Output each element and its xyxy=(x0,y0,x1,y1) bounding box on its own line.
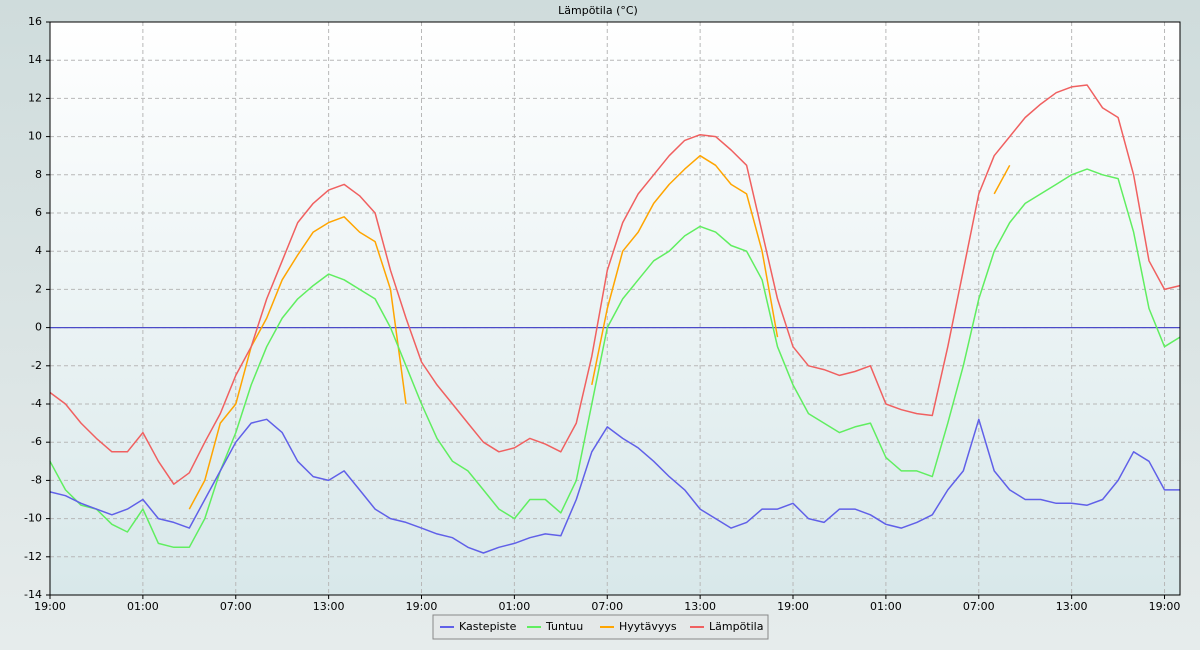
legend-label: Lämpötila xyxy=(709,620,763,633)
y-tick-label: -2 xyxy=(31,359,42,372)
plot-area xyxy=(49,21,1181,596)
y-tick-label: -14 xyxy=(24,588,42,601)
x-tick-label: 19:00 xyxy=(777,600,809,613)
y-tick-label: 8 xyxy=(35,168,42,181)
series-line xyxy=(188,154,1011,510)
x-tick-label: 07:00 xyxy=(963,600,995,613)
x-tick-label: 07:00 xyxy=(591,600,623,613)
x-tick-label: 01:00 xyxy=(870,600,902,613)
y-tick-label: -6 xyxy=(31,435,42,448)
legend-label: Kastepiste xyxy=(459,620,517,633)
series-line xyxy=(49,168,1181,549)
x-tick-label: 19:00 xyxy=(1149,600,1181,613)
x-tick-label: 19:00 xyxy=(34,600,66,613)
x-tick-label: 01:00 xyxy=(127,600,159,613)
x-tick-label: 07:00 xyxy=(220,600,252,613)
y-tick-label: 0 xyxy=(35,321,42,334)
y-tick-label: -10 xyxy=(24,512,42,525)
y-tick-label: 12 xyxy=(28,91,42,104)
x-tick-label: 13:00 xyxy=(1056,600,1088,613)
x-tick-label: 13:00 xyxy=(684,600,716,613)
legend-label: Hyytävyys xyxy=(619,620,677,633)
y-tick-label: 6 xyxy=(35,206,42,219)
plot-area xyxy=(49,21,1181,596)
y-tick-label: -12 xyxy=(24,550,42,563)
y-tick-label: -8 xyxy=(31,473,42,486)
y-tick-label: 14 xyxy=(28,53,42,66)
y-tick-label: 16 xyxy=(28,15,42,28)
x-tick-label: 01:00 xyxy=(499,600,531,613)
legend-label: Tuntuu xyxy=(545,620,583,633)
x-tick-label: 19:00 xyxy=(406,600,438,613)
y-tick-label: -4 xyxy=(31,397,42,410)
y-tick-label: 10 xyxy=(28,130,42,143)
series-line xyxy=(49,418,1180,554)
chart-title: Lämpötila (°C) xyxy=(558,4,638,17)
series-line xyxy=(49,84,1181,485)
y-tick-label: 4 xyxy=(35,244,42,257)
x-tick-label: 13:00 xyxy=(313,600,345,613)
y-tick-label: 2 xyxy=(35,282,42,295)
